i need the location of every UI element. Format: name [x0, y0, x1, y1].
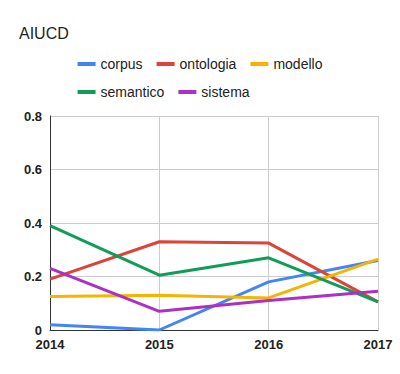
svg-text:2014: 2014 [36, 337, 66, 352]
svg-text:0.6: 0.6 [24, 162, 42, 177]
svg-text:semantico: semantico [101, 84, 165, 100]
svg-text:0.2: 0.2 [24, 269, 42, 284]
svg-text:corpus: corpus [101, 56, 143, 72]
svg-text:modello: modello [273, 56, 322, 72]
svg-text:sistema: sistema [201, 84, 249, 100]
svg-text:2015: 2015 [145, 337, 174, 352]
svg-text:0.4: 0.4 [24, 216, 43, 231]
svg-text:2017: 2017 [364, 337, 393, 352]
svg-text:ontologia: ontologia [180, 56, 237, 72]
svg-text:AIUCD: AIUCD [19, 25, 69, 42]
svg-text:2016: 2016 [254, 337, 283, 352]
svg-text:0: 0 [35, 323, 42, 338]
svg-text:0.8: 0.8 [24, 109, 42, 124]
